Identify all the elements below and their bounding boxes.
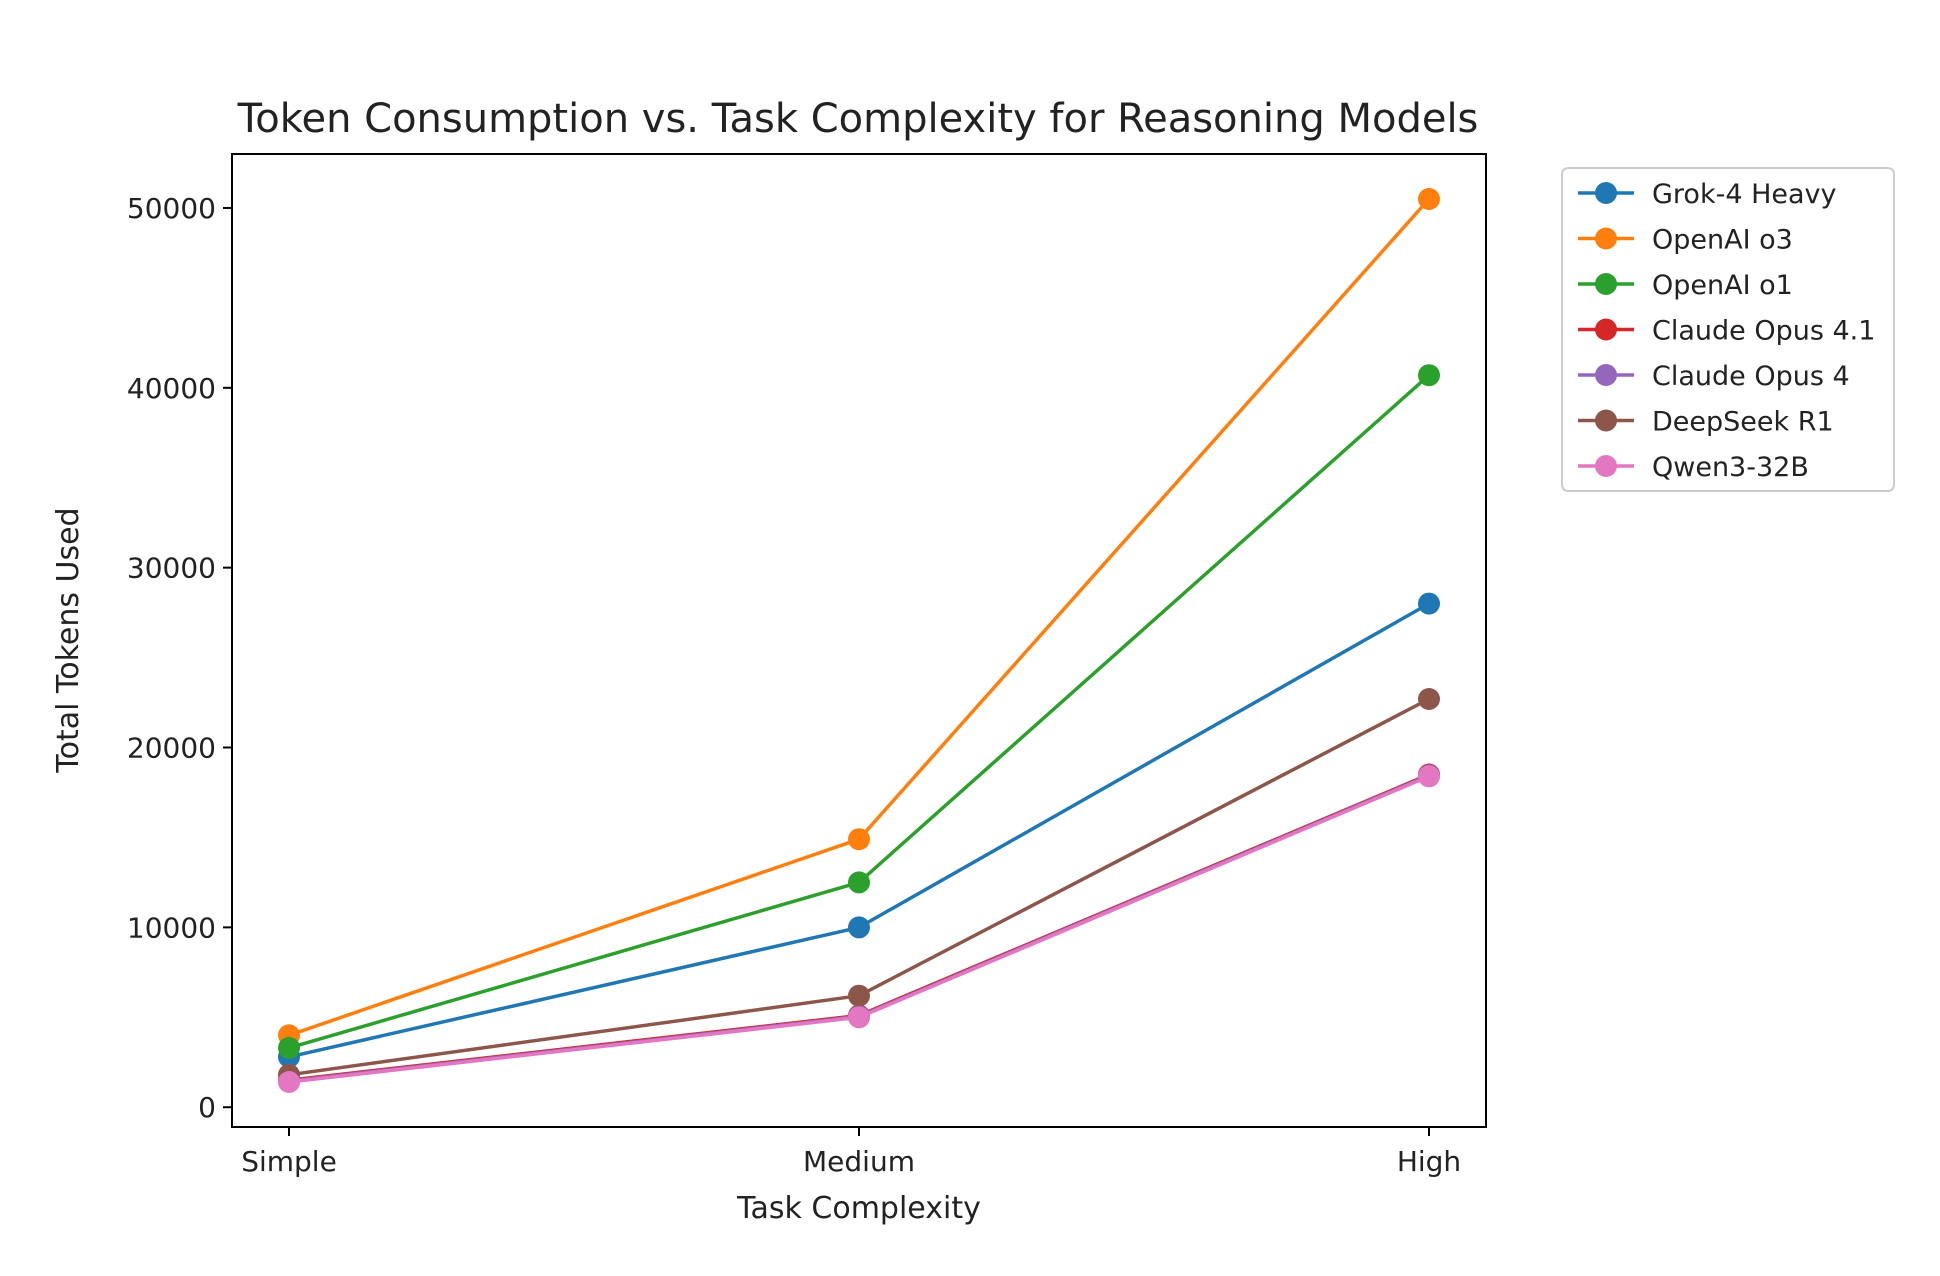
series-layer — [278, 188, 1440, 1093]
x-axis-label: Task Complexity — [736, 1191, 981, 1226]
data-point — [848, 1006, 870, 1029]
plot-area — [231, 153, 1487, 1128]
legend-marker — [1595, 455, 1617, 477]
legend-item: OpenAI o1 — [1578, 270, 1793, 301]
legend-item: OpenAI o3 — [1578, 225, 1793, 256]
legend-label: Claude Opus 4 — [1652, 361, 1850, 392]
data-point — [848, 984, 870, 1007]
legend: Grok-4 Heavy OpenAI o3 OpenAI o1 Claude Opu… — [1561, 167, 1895, 492]
data-point — [848, 828, 870, 851]
y-tick-label: 10000 — [127, 911, 216, 944]
y-axis: 0 10000 20000 30000 40000 50000 — [127, 192, 232, 1124]
legend-marker — [1595, 364, 1617, 386]
legend-label: Grok-4 Heavy — [1652, 179, 1837, 210]
data-point — [1418, 765, 1440, 788]
y-tick-label: 0 — [198, 1091, 216, 1124]
y-tick-label: 40000 — [127, 372, 216, 405]
legend-box — [1561, 167, 1895, 492]
legend-marker — [1595, 227, 1617, 250]
data-point — [1418, 592, 1440, 615]
x-tick-label: High — [1397, 1145, 1461, 1178]
x-axis: Simple Medium High — [241, 1127, 1461, 1178]
legend-label: Qwen3-32B — [1652, 452, 1809, 483]
legend-item: Claude Opus 4 — [1578, 361, 1850, 392]
legend-item: Qwen3-32B — [1578, 452, 1809, 483]
y-tick-label: 30000 — [127, 552, 216, 585]
data-point — [1418, 364, 1440, 387]
chart-title: Token Consumption vs. Task Complexity fo… — [237, 96, 1479, 142]
series-6 — [278, 765, 1440, 1093]
legend-item: Grok-4 Heavy — [1578, 179, 1837, 210]
legend-label: DeepSeek R1 — [1652, 407, 1834, 438]
data-point — [278, 1036, 300, 1059]
y-tick-label: 20000 — [127, 732, 216, 765]
y-tick-label: 50000 — [127, 192, 216, 225]
legend-marker — [1595, 409, 1617, 432]
legend-marker — [1595, 318, 1617, 341]
legend-item: Claude Opus 4.1 — [1578, 316, 1875, 347]
legend-label: OpenAI o3 — [1652, 225, 1793, 256]
legend-label: OpenAI o1 — [1652, 270, 1793, 301]
data-point — [278, 1071, 300, 1093]
legend-item: DeepSeek R1 — [1578, 407, 1834, 438]
data-point — [848, 916, 870, 939]
data-point — [1418, 688, 1440, 710]
y-axis-label: Total Tokens Used — [51, 507, 86, 773]
legend-marker — [1595, 182, 1617, 204]
x-tick-label: Simple — [241, 1145, 337, 1178]
series-line — [288, 197, 1431, 1037]
series-2 — [278, 364, 1440, 1059]
data-point — [848, 871, 870, 894]
series-5 — [278, 688, 1440, 1086]
legend-marker — [1595, 273, 1617, 295]
legend-label: Claude Opus 4.1 — [1652, 316, 1875, 347]
series-line — [288, 373, 1431, 1050]
data-point — [1418, 188, 1440, 210]
x-tick-label: Medium — [803, 1145, 915, 1178]
